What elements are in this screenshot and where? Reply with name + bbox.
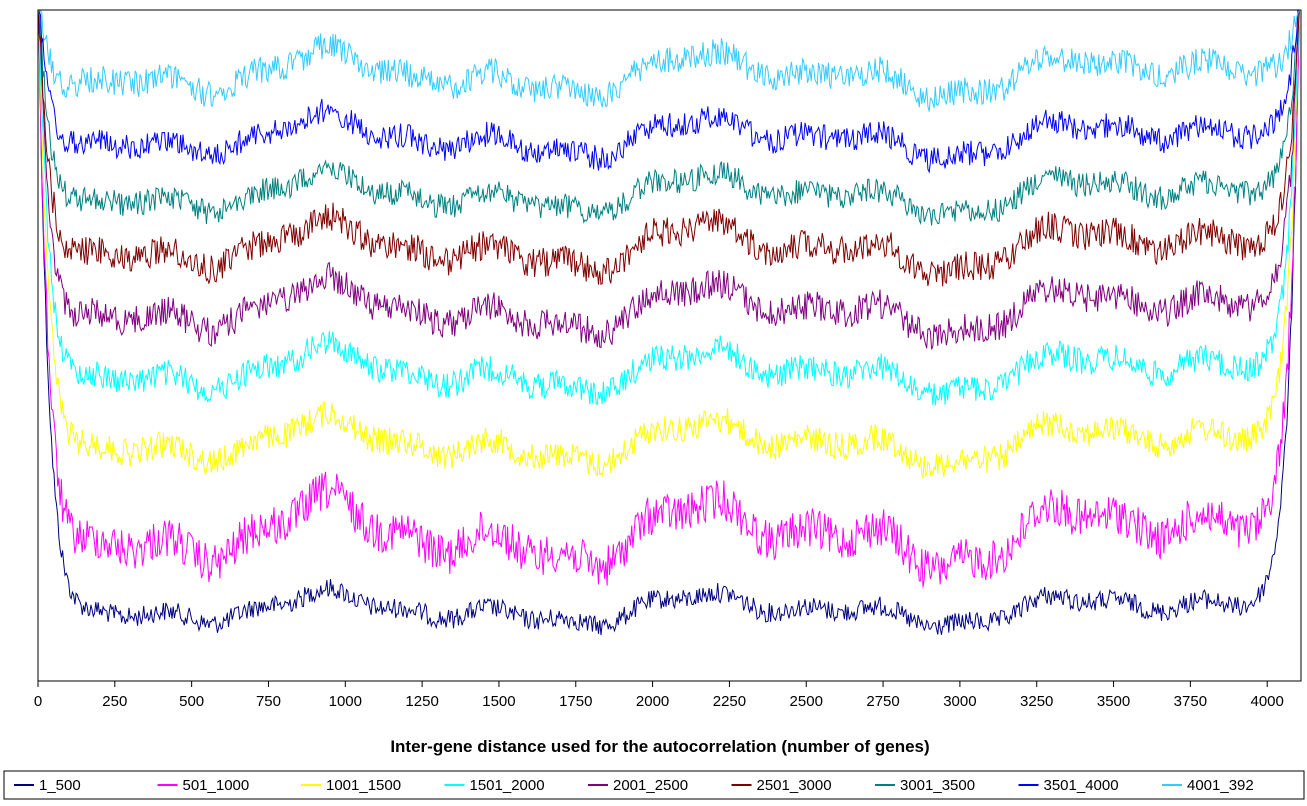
legend-label-501_1000: 501_1000 [183,777,250,794]
x-tick-label: 0 [34,693,42,710]
x-tick-label: 2000 [636,693,669,710]
x-tick-label: 1250 [405,693,438,710]
x-tick-label: 3000 [943,693,976,710]
legend-label-2501_3000: 2501_3000 [757,777,832,794]
legend-label-1501_2000: 1501_2000 [470,777,545,794]
x-axis: 0 250 500 750 1000 1250 1500 1750 2000 2250 2500 27… [34,681,1284,710]
series-line-1501_2000 [37,10,1300,406]
series-line-3001_3500 [38,10,1300,226]
series-layer [37,10,1300,636]
plot-border [37,9,1302,682]
legend-label-3501_4000: 3501_4000 [1044,777,1119,794]
x-tick-label: 3500 [1097,693,1130,710]
legend: 1_500 501_1000 1001_1500 1501_2000 2001_2500… [3,770,1305,800]
x-tick-label: 250 [102,693,127,710]
x-axis-title: Inter-gene distance used for the autocor… [390,737,929,756]
x-tick-label: 1000 [329,693,362,710]
x-tick-label: 4000 [1251,693,1284,710]
legend-label-1_500: 1_500 [39,777,81,794]
x-tick-label: 3250 [1020,693,1053,710]
x-tick-label: 500 [179,693,204,710]
x-tick-label: 2250 [713,693,746,710]
legend-label-3001_3500: 3001_3500 [900,777,975,794]
x-tick-label: 750 [256,693,281,710]
series-line-1_500 [37,10,1300,636]
legend-box [3,770,1305,800]
legend-label-4001_392: 4001_392 [1187,777,1254,794]
series-line-3501_4000 [38,10,1300,174]
series-line-2001_2500 [37,10,1300,350]
series-line-1001_1500 [37,10,1300,479]
x-tick-label: 2750 [866,693,899,710]
legend-label-1001_1500: 1001_1500 [326,777,401,794]
series-line-4001_392 [38,10,1300,112]
series-line-2501_3000 [37,10,1300,287]
x-tick-label: 2500 [790,693,823,710]
x-tick-label: 1750 [559,693,592,710]
series-line-501_1000 [37,10,1300,588]
x-tick-label: 3750 [1174,693,1207,710]
x-tick-label: 1500 [482,693,515,710]
legend-label-2001_2500: 2001_2500 [613,777,688,794]
